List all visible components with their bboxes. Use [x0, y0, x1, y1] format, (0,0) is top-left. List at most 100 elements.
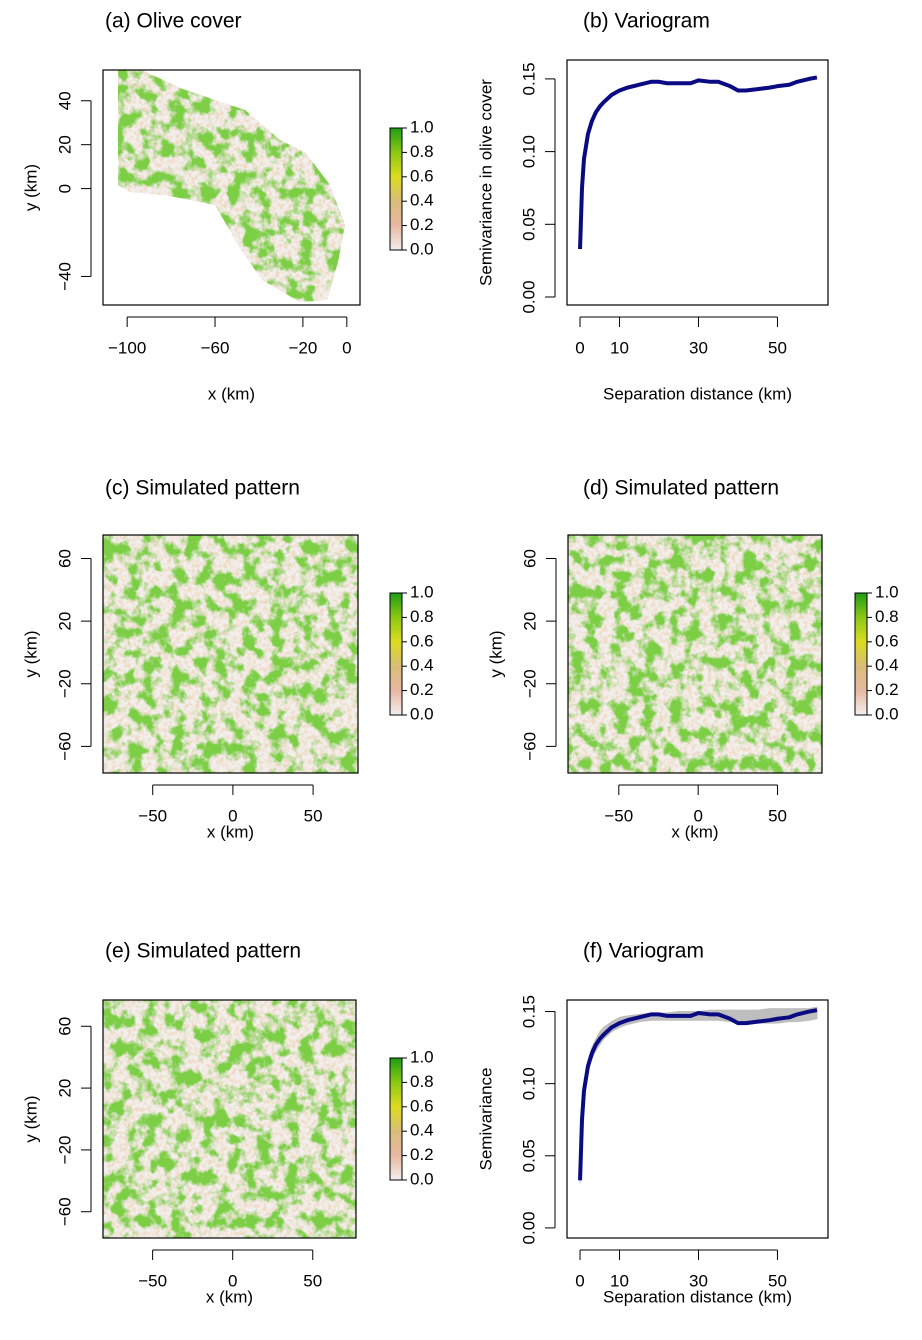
y-tick-label: 0.00	[519, 1211, 538, 1244]
x-tick-label: 50	[768, 806, 787, 825]
y-tick-label: 0.10	[519, 135, 538, 168]
colorbar-tick-label: 0.6	[410, 631, 434, 650]
x-tick-label: 50	[768, 1271, 787, 1290]
y-tick-label: 0.15	[519, 995, 538, 1028]
y-tick-label: 0	[55, 184, 74, 193]
y-tick-label: 0.15	[519, 62, 538, 95]
y-tick-label: −60	[55, 732, 74, 761]
envelope	[579, 1006, 818, 1184]
colorbar-tick-label: 0.4	[410, 191, 434, 210]
x-tick-label: 0	[575, 338, 584, 357]
x-axis-label: x (km)	[208, 384, 255, 403]
colorbar-tick-label: 0.2	[875, 680, 899, 699]
panel-title: (d) Simulated pattern	[583, 477, 779, 500]
colorbar-tick-label: 0.6	[410, 166, 434, 185]
x-tick-label: 50	[304, 806, 323, 825]
colorbar-tick-label: 0.2	[410, 215, 434, 234]
y-tick-label: 20	[55, 612, 74, 631]
colorbar	[854, 592, 868, 716]
raster-cover	[103, 1000, 356, 1238]
y-axis-label: Semivariance in olive cover	[476, 79, 495, 286]
plot-frame	[566, 999, 829, 1239]
panel-title: (b) Variogram	[583, 10, 710, 33]
colorbar	[389, 1057, 403, 1181]
x-tick-label: −100	[108, 338, 146, 357]
colorbar-tick-label: 0.0	[875, 704, 899, 723]
panel-title: (c) Simulated pattern	[105, 477, 300, 500]
panel-title: (e) Simulated pattern	[105, 940, 301, 963]
x-axis-label: x (km)	[207, 822, 254, 841]
y-tick-label: 60	[55, 549, 74, 568]
variogram-line	[578, 75, 818, 250]
x-tick-label: 0	[228, 1271, 237, 1290]
raster	[118, 70, 345, 302]
plot-frame	[102, 999, 357, 1239]
panel-title: (a) Olive cover	[105, 10, 242, 33]
colorbar-tick-label: 0.0	[410, 704, 434, 723]
x-tick-label: 50	[303, 1271, 322, 1290]
x-tick-label: 0	[693, 806, 702, 825]
colorbar-tick-label: 0.4	[875, 656, 899, 675]
x-tick-label: 30	[689, 1271, 708, 1290]
y-tick-label: 20	[520, 612, 539, 631]
x-tick-label: 0	[575, 1271, 584, 1290]
raster-cover	[568, 535, 822, 773]
y-tick-label: −40	[55, 262, 74, 291]
y-tick-label: 0.05	[519, 1139, 538, 1172]
colorbar-tick-label: 0.4	[410, 1121, 434, 1140]
colorbar	[389, 592, 403, 716]
y-tick-label: −60	[520, 732, 539, 761]
colorbar-tick-label: 0.6	[875, 631, 899, 650]
y-tick-label: 60	[520, 549, 539, 568]
y-tick-label: 40	[55, 91, 74, 110]
y-tick-label: −20	[520, 669, 539, 698]
x-tick-label: 0	[342, 338, 351, 357]
y-axis-label: y (km)	[21, 630, 40, 677]
raster-cover	[118, 70, 345, 302]
y-axis-label: Semivariance	[476, 1068, 495, 1171]
x-tick-label: −60	[201, 338, 230, 357]
colorbar	[389, 127, 403, 251]
plot-frame	[566, 59, 829, 306]
x-tick-label: 0	[228, 806, 237, 825]
x-tick-label: −50	[138, 806, 167, 825]
colorbar-tick-label: 0.0	[410, 239, 434, 258]
x-tick-label: −50	[604, 806, 633, 825]
y-tick-label: 0.10	[519, 1067, 538, 1100]
colorbar-tick-label: 0.8	[410, 1072, 434, 1091]
y-axis-label: y (km)	[21, 164, 40, 211]
variogram-line	[578, 1008, 818, 1181]
colorbar-tick-label: 0.0	[410, 1169, 434, 1188]
panel-title: (f) Variogram	[583, 940, 704, 963]
x-tick-label: 50	[768, 338, 787, 357]
colorbar-tick-label: 1.0	[410, 1047, 434, 1066]
x-tick-label: −50	[138, 1271, 167, 1290]
y-axis-label: y (km)	[21, 1095, 40, 1142]
y-tick-label: −20	[55, 669, 74, 698]
plot-frame	[567, 534, 823, 774]
y-tick-label: −60	[55, 1197, 74, 1226]
colorbar-tick-label: 0.8	[875, 607, 899, 626]
colorbar-tick-label: 1.0	[410, 582, 434, 601]
x-axis-label: x (km)	[671, 822, 718, 841]
colorbar-tick-label: 1.0	[410, 117, 434, 136]
raster	[103, 1000, 356, 1238]
y-tick-label: −20	[55, 1135, 74, 1164]
x-tick-label: 30	[689, 338, 708, 357]
y-tick-label: 20	[55, 135, 74, 154]
y-tick-label: 20	[55, 1079, 74, 1098]
x-axis-label: Separation distance (km)	[603, 1287, 792, 1306]
x-tick-label: 10	[610, 1271, 629, 1290]
colorbar-tick-label: 0.2	[410, 1145, 434, 1164]
colorbar-tick-label: 1.0	[875, 582, 899, 601]
raster	[568, 535, 822, 773]
colorbar-tick-label: 0.8	[410, 607, 434, 626]
y-tick-label: 0.00	[519, 280, 538, 313]
colorbar-tick-label: 0.8	[410, 142, 434, 161]
x-axis-label: Separation distance (km)	[603, 384, 792, 403]
plot-frame	[102, 534, 359, 774]
y-axis-label: y (km)	[486, 630, 505, 677]
raster	[103, 535, 358, 773]
